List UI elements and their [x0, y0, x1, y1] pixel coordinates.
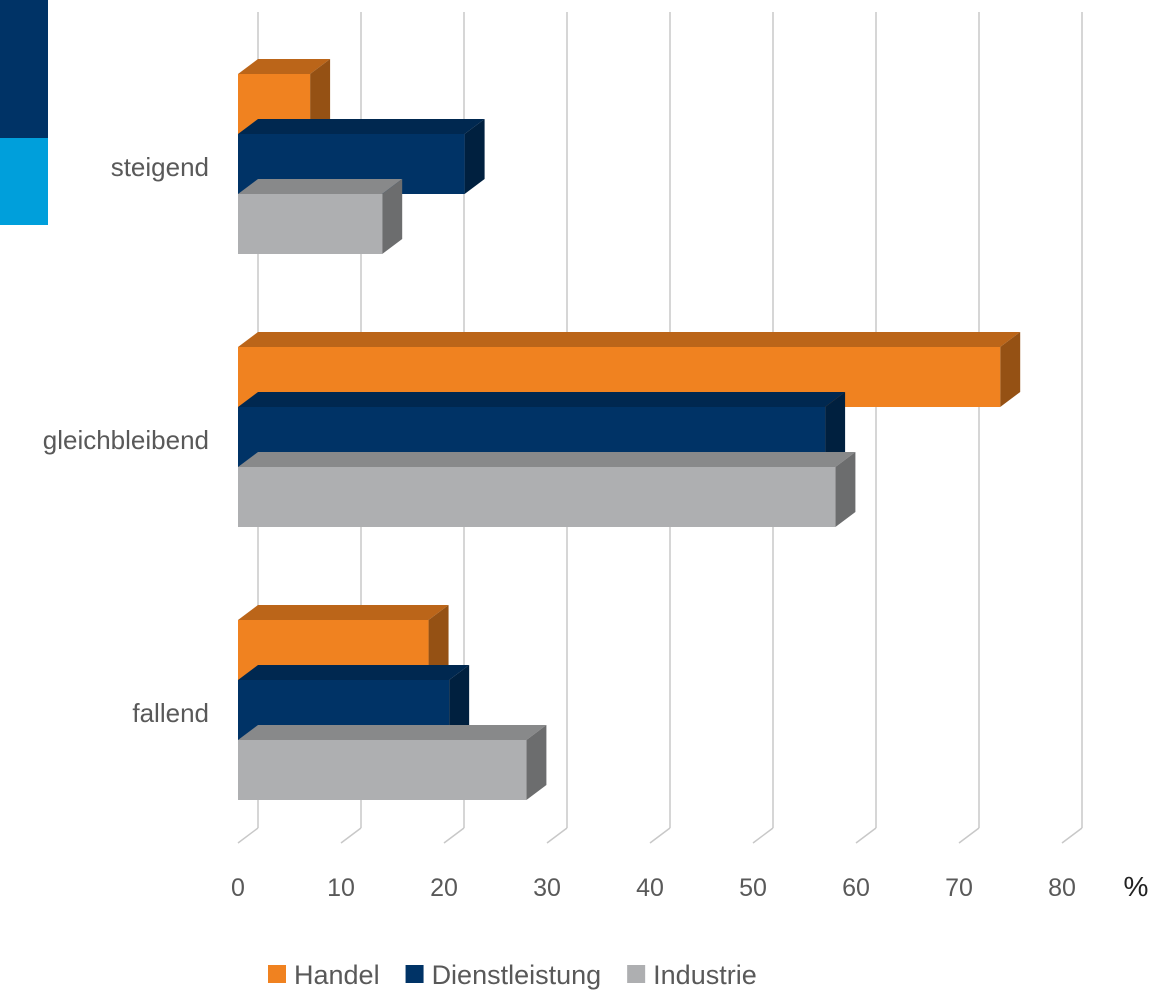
- tick-label: 70: [945, 874, 973, 902]
- bar-front-face: [238, 194, 383, 254]
- bar-front-face: [238, 740, 527, 800]
- tick-label: 80: [1048, 874, 1076, 902]
- bar-top-face: [238, 392, 846, 407]
- bars: [238, 59, 1021, 800]
- legend-swatch: [627, 965, 646, 983]
- tick-label: 30: [533, 874, 561, 902]
- bar-side-face: [1000, 332, 1021, 407]
- gridline-floor: [546, 827, 568, 844]
- bar-top-face: [238, 665, 470, 680]
- accent-bar-dark: [0, 0, 48, 138]
- bar-top-face: [238, 332, 1021, 347]
- gridline-floor: [443, 827, 465, 844]
- bar-top-face: [238, 725, 547, 740]
- bar-side-face: [382, 179, 403, 254]
- bar-industrie-steigend: [238, 179, 403, 254]
- gridline-floor: [958, 827, 980, 844]
- tick-label: 20: [430, 874, 458, 902]
- tick-label: 50: [739, 874, 767, 902]
- bar-side-face: [310, 59, 331, 134]
- tick-label: 10: [327, 874, 355, 902]
- legend-swatch: [405, 965, 424, 983]
- bar-industrie-gleichbleibend: [238, 452, 856, 527]
- bar-industrie-fallend: [238, 725, 547, 800]
- bar-side-face: [526, 725, 547, 800]
- bar-side-face: [464, 119, 485, 194]
- bar-side-face: [825, 392, 846, 467]
- bar-top-face: [238, 605, 449, 620]
- bar-top-face: [238, 179, 403, 194]
- category-labels: steigend gleichbleibend fallend: [43, 152, 209, 728]
- bar-side-face: [835, 452, 856, 527]
- gridline-floor: [752, 827, 774, 844]
- bar-side-face: [449, 665, 470, 740]
- bar-front-face: [238, 467, 836, 527]
- gridline-floor: [237, 827, 259, 844]
- tick-label: 0: [231, 874, 245, 902]
- legend-label: Dienstleistung: [432, 960, 602, 990]
- x-axis-ticks: 0 10 20 30 40 50 60 70 80: [231, 874, 1076, 902]
- bar-top-face: [238, 452, 856, 467]
- category-label: gleichbleibend: [43, 425, 209, 455]
- tick-label: 40: [636, 874, 664, 902]
- tick-label: 60: [842, 874, 870, 902]
- gridline-floor: [649, 827, 671, 844]
- gridline-floor: [340, 827, 362, 844]
- category-label: fallend: [132, 698, 209, 728]
- legend-label: Handel: [294, 960, 380, 990]
- gridline-floor: [1061, 827, 1083, 844]
- gridline-floor: [855, 827, 877, 844]
- accent-bar-light: [0, 138, 48, 225]
- bar-dienstleistung-gleichbleibend: [238, 392, 846, 467]
- x-axis-unit: %: [1124, 871, 1149, 902]
- bar-side-face: [428, 605, 449, 680]
- bar-top-face: [238, 59, 331, 74]
- legend: Handel Dienstleistung Industrie: [268, 960, 757, 990]
- category-label: steigend: [111, 152, 209, 182]
- bar-top-face: [238, 119, 485, 134]
- legend-label: Industrie: [653, 960, 757, 990]
- legend-swatch: [268, 965, 286, 983]
